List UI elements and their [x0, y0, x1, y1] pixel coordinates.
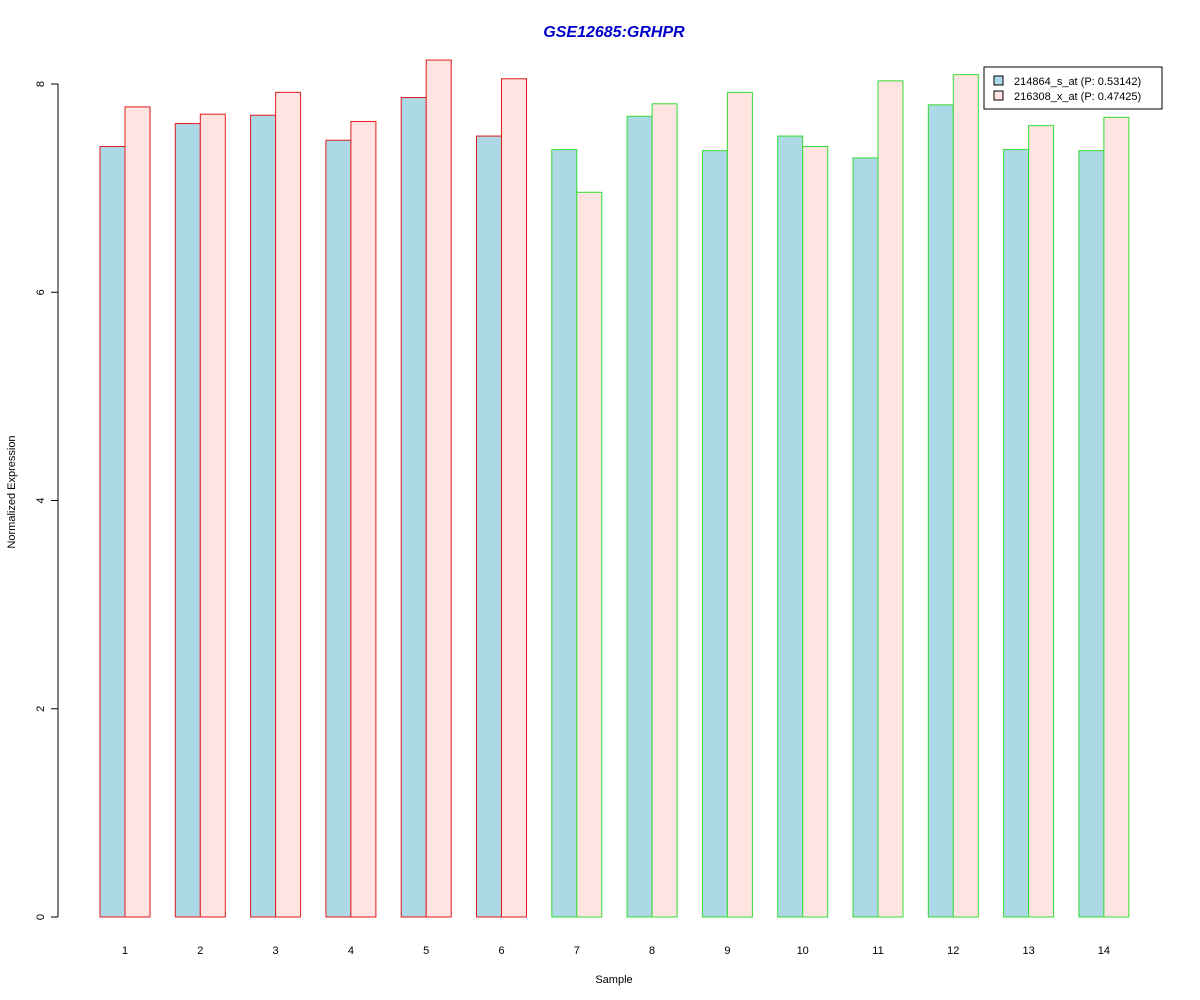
bar-sample-1-series-2 — [124, 106, 151, 918]
y-tick-label: 8 — [35, 81, 47, 87]
bar-sample-5-series-1 — [400, 97, 427, 918]
bar-sample-8-series-2 — [651, 103, 678, 918]
bar-sample-4-series-1 — [325, 139, 352, 918]
x-tick-label-14: 14 — [1098, 945, 1110, 957]
bar-sample-11-series-1 — [852, 157, 879, 918]
bar-sample-14-series-1 — [1078, 150, 1105, 918]
legend: 214864_s_at (P: 0.53142) 216308_x_at (P:… — [983, 66, 1163, 110]
bar-sample-7-series-2 — [576, 191, 603, 918]
x-tick-labels: 1 2 3 4 5 6 7 8 9 10 11 12 13 14 — [122, 945, 1110, 957]
x-tick-label-10: 10 — [797, 945, 809, 957]
x-tick-label-8: 8 — [649, 945, 655, 957]
legend-swatch-214864 — [993, 75, 1004, 86]
bar-sample-6-series-2 — [501, 78, 527, 918]
bar-sample-4-series-2 — [350, 120, 377, 918]
bars — [99, 59, 1130, 918]
chart-title: GSE12685:GRHPR — [543, 24, 685, 41]
bar-sample-13-series-2 — [1028, 125, 1055, 918]
legend-box — [983, 66, 1163, 110]
bar-sample-8-series-1 — [626, 115, 653, 918]
bar-sample-2-series-2 — [199, 113, 226, 918]
y-tick-label: 6 — [35, 289, 47, 295]
bar-sample-14-series-2 — [1103, 116, 1130, 918]
bar-sample-5-series-2 — [425, 59, 452, 918]
bar-sample-10-series-2 — [802, 145, 829, 918]
bar-sample-11-series-2 — [877, 80, 904, 918]
x-tick-label-2: 2 — [197, 945, 203, 957]
y-tick-label: 2 — [35, 706, 47, 712]
x-tick-label-9: 9 — [724, 945, 730, 957]
bar-sample-3-series-2 — [275, 91, 302, 918]
y-tick-label: 4 — [35, 497, 47, 503]
x-tick-label-5: 5 — [423, 945, 429, 957]
bar-sample-12-series-1 — [927, 104, 954, 918]
bar-sample-1-series-1 — [99, 145, 126, 918]
x-tick-label-3: 3 — [273, 945, 279, 957]
x-axis-label: Sample — [595, 974, 632, 986]
x-tick-label-1: 1 — [122, 945, 128, 957]
y-tick-label: 0 — [35, 914, 47, 920]
y-axis: 0 2 4 6 8 — [35, 81, 59, 920]
x-tick-label-6: 6 — [498, 945, 504, 957]
bar-sample-7-series-1 — [551, 149, 578, 918]
bar-sample-9-series-1 — [701, 150, 728, 918]
legend-label-214864: 214864_s_at (P: 0.53142) — [1014, 76, 1141, 88]
y-ticks: 0 2 4 6 8 — [35, 81, 58, 920]
x-tick-label-12: 12 — [947, 945, 959, 957]
x-tick-label-13: 13 — [1022, 945, 1034, 957]
bar-sample-12-series-2 — [952, 74, 979, 918]
legend-label-216308: 216308_x_at (P: 0.47425) — [1014, 91, 1141, 103]
y-axis-label: Normalized Expression — [6, 435, 18, 548]
bar-sample-13-series-1 — [1003, 149, 1030, 918]
legend-swatch-216308 — [993, 90, 1004, 101]
bar-sample-10-series-1 — [777, 135, 804, 918]
x-tick-label-7: 7 — [574, 945, 580, 957]
bar-sample-6-series-1 — [476, 135, 502, 918]
x-tick-label-11: 11 — [872, 945, 883, 957]
bar-sample-2-series-1 — [174, 123, 201, 918]
x-tick-label-4: 4 — [348, 945, 354, 957]
bar-sample-9-series-2 — [726, 91, 753, 918]
bar-sample-3-series-1 — [250, 114, 277, 918]
